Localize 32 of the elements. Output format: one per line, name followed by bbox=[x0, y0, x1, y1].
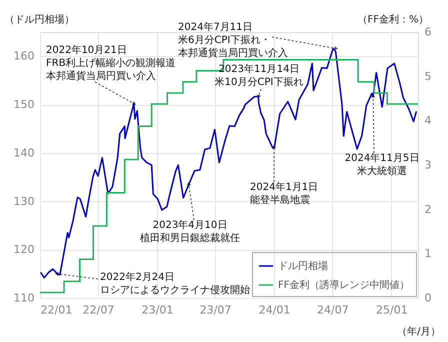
x-tick-label: 24/01 bbox=[258, 304, 290, 316]
y-tick-label: 140 bbox=[14, 146, 34, 160]
y-tick-label: 110 bbox=[14, 292, 34, 304]
annotation: 2024年7月11日米6月分CPI下振れ・本邦通貨当局円買い介入 bbox=[178, 21, 288, 59]
y2-tick-label: 6 bbox=[424, 26, 432, 38]
annotation: 2022年10月21日FRB利上げ幅縮小の観測報道本邦通貨当局円買い介入 bbox=[46, 44, 176, 82]
y2-tick-label: 1 bbox=[424, 247, 432, 260]
annotation: 2024年11月5日米大統領選 bbox=[344, 152, 420, 177]
y2-tick-label: 4 bbox=[424, 114, 432, 128]
x-tick-label: 23/07 bbox=[200, 304, 232, 316]
y2-tick-label: 3 bbox=[424, 158, 432, 172]
x-tick-label: 25/01 bbox=[376, 304, 408, 316]
annotation: 2024年1月1日能登半島地震 bbox=[250, 181, 318, 206]
y2-tick-label: 5 bbox=[424, 70, 432, 83]
y2-axis-title: （FF金利：%） bbox=[357, 14, 428, 26]
annotation: 2023年4月10日植田和男日銀総裁就任 bbox=[140, 219, 240, 244]
x-tick-label: 22/01 bbox=[40, 304, 72, 316]
y-axis-title: （ドル円相場） bbox=[4, 14, 74, 26]
x-axis-title: （年/月） bbox=[397, 326, 440, 338]
y2-tick-label: 2 bbox=[424, 202, 432, 216]
y-tick-label: 150 bbox=[14, 98, 34, 112]
y-tick-label: 130 bbox=[14, 194, 34, 208]
y2-tick-label: 0 bbox=[424, 292, 432, 304]
y-tick-label: 160 bbox=[14, 50, 34, 63]
annotation: 2022年2月24日ロシアによるウクライナ侵攻開始 bbox=[100, 271, 250, 296]
legend-label: ドル円相場 bbox=[278, 260, 328, 272]
x-tick-label: 23/01 bbox=[142, 304, 174, 316]
x-tick-label: 22/07 bbox=[82, 304, 114, 316]
y-tick-label: 120 bbox=[14, 243, 34, 256]
legend-label: FF金利（誘導レンジ中間値） bbox=[278, 279, 410, 291]
x-tick-label: 24/07 bbox=[317, 304, 349, 316]
annotation: 2023年11月14日米10月分CPI下振れ bbox=[214, 63, 304, 88]
